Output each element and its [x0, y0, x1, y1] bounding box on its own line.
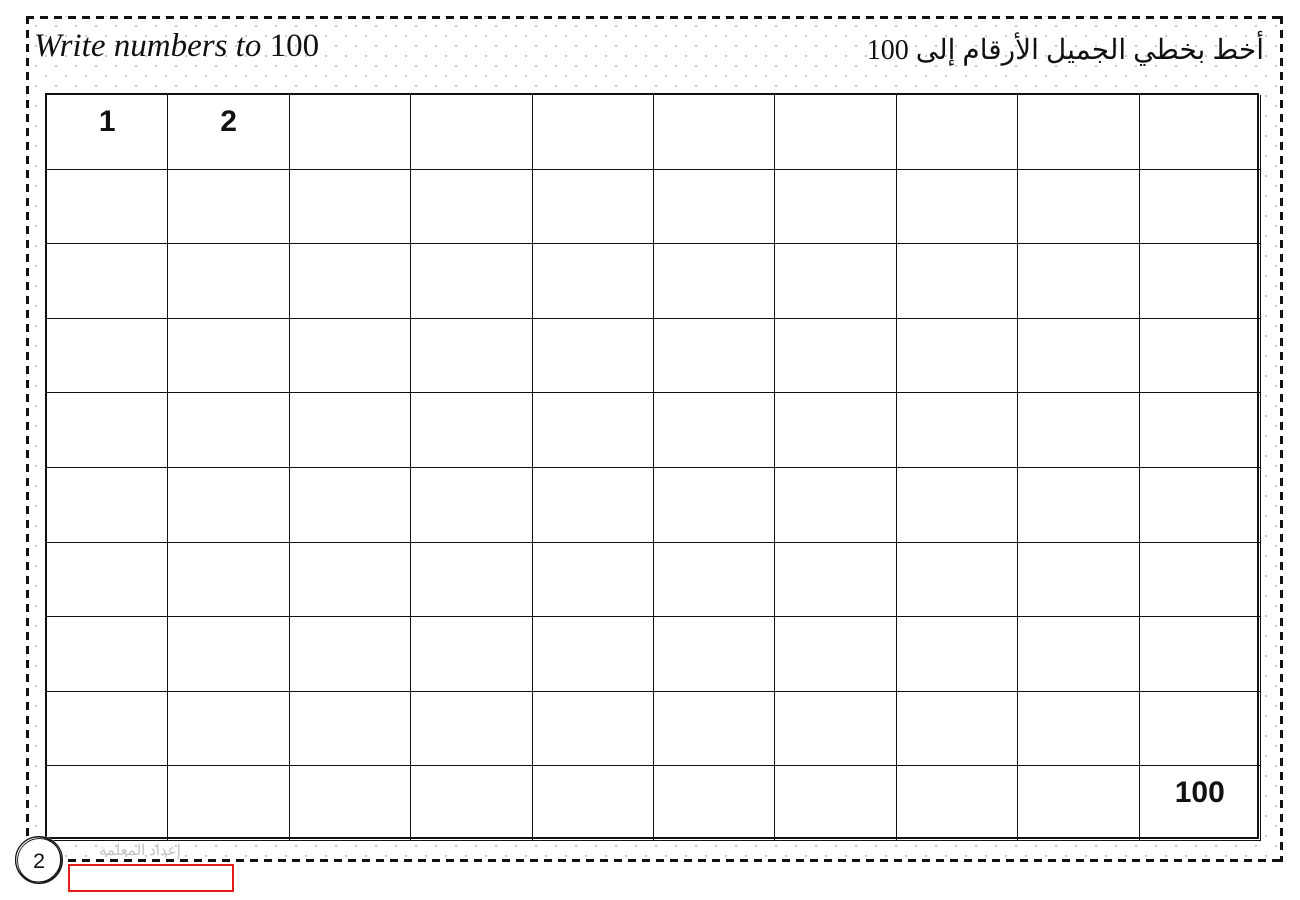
svg-text:2: 2 — [33, 848, 45, 873]
